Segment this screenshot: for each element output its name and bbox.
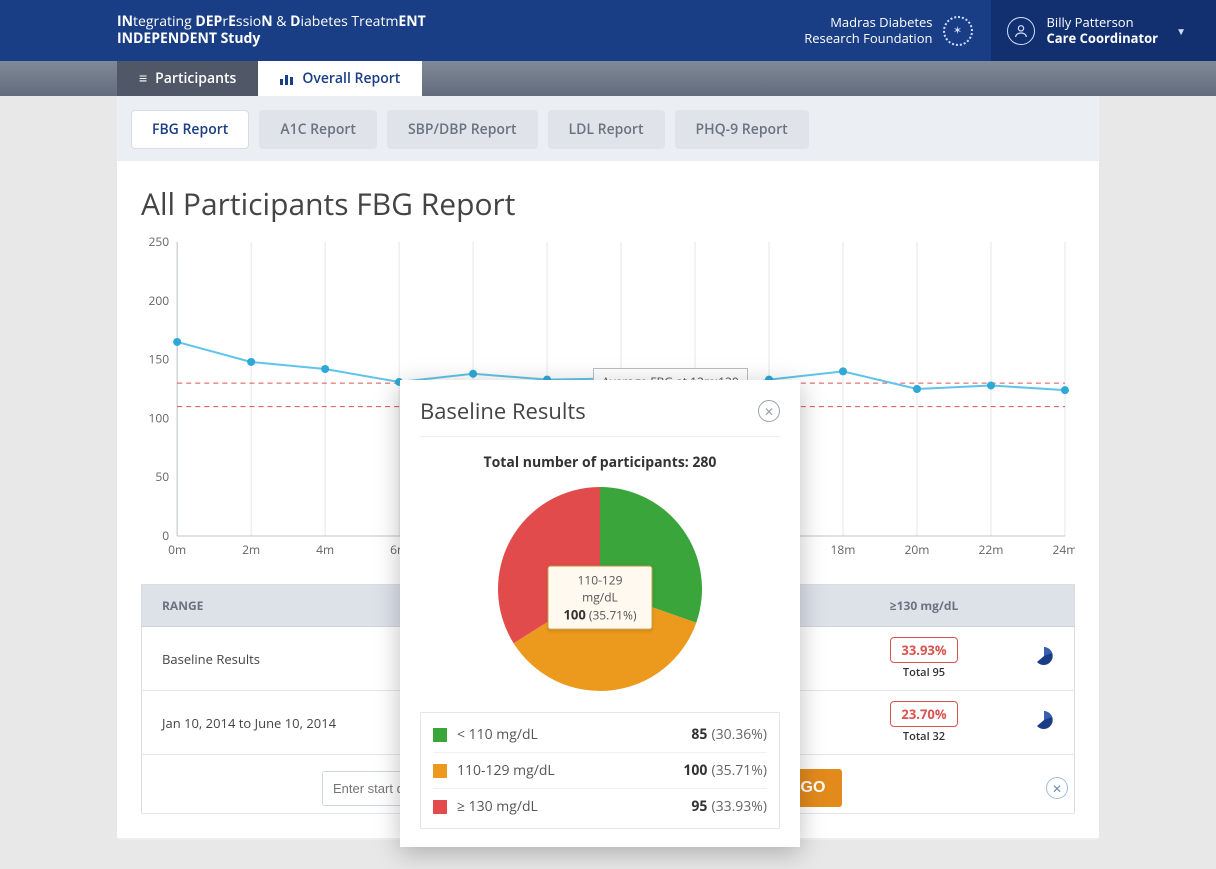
baseline-modal: Baseline Results ✕ Total number of parti… [400,380,800,847]
tab-overall-label: Overall Report [302,69,400,88]
report-subtabs: FBG Report A1C Report SBP/DBP Report LDL… [117,96,1099,161]
header-bar: INtegrating DEPrEssioN & Diabetes Treatm… [0,0,1216,61]
modal-title: Baseline Results [420,396,758,426]
svg-text:2m: 2m [242,541,260,558]
legend-label: 110-129 mg/dL [457,761,683,780]
chevron-down-icon: ▼ [1176,24,1186,38]
legend-label: < 110 mg/dL [457,725,691,744]
legend-pct: (35.71%) [711,761,767,780]
pie-chart-icon[interactable] [1034,709,1054,736]
svg-text:4m: 4m [316,541,334,558]
user-text: Billy Patterson Care Coordinator [1047,15,1159,46]
th-actions [1014,585,1075,627]
pie-tip-pct: (35.71%) [589,607,637,624]
tab-participants[interactable]: ≡ Participants [117,61,258,96]
tab-overall-report[interactable]: Overall Report [258,61,422,96]
pie-chart: 110-129 mg/dL 100 (35.71%) [495,484,705,694]
clear-date-button[interactable]: ✕ [1046,777,1068,799]
pie-tooltip: 110-129 mg/dL 100 (35.71%) [548,566,653,630]
svg-text:100: 100 [148,409,169,426]
svg-text:150: 150 [148,351,169,368]
legend-pct: (30.36%) [711,725,767,744]
subtab-ldl[interactable]: LDL Report [548,110,665,149]
pie-legend: < 110 mg/dL 85 (30.36%) 110-129 mg/dL 10… [420,712,780,829]
svg-text:200: 200 [148,292,169,309]
legend-count: 95 [691,797,707,816]
page-title: All Participants FBG Report [141,183,1075,224]
nav-strip: ≡ Participants Overall Report [0,61,1216,96]
legend-swatch [433,800,447,814]
svg-text:250: 250 [148,236,169,250]
legend-item: 110-129 mg/dL 100 (35.71%) [433,753,767,789]
total-text: Total 32 [854,729,994,744]
subtab-phq9[interactable]: PHQ-9 Report [675,110,809,149]
svg-text:18m: 18m [831,541,856,558]
subtab-sbpdbp[interactable]: SBP/DBP Report [387,110,538,149]
org-line2: Research Foundation [804,31,932,47]
org-name: Madras Diabetes Research Foundation [804,15,942,46]
pct-badge: 23.70% [890,701,957,727]
legend-swatch [433,764,447,778]
brand-line1: INtegrating DEPrEssioN & Diabetes Treatm… [117,14,426,31]
user-icon [1007,17,1035,45]
modal-close-button[interactable]: ✕ [758,400,780,422]
tab-participants-label: Participants [155,69,236,88]
user-role: Care Coordinator [1047,31,1159,47]
pie-tip-value: 100 [563,606,585,624]
legend-pct: (33.93%) [711,797,767,816]
menu-icon: ≡ [139,69,147,88]
subtab-a1c[interactable]: A1C Report [259,110,377,149]
org-logo-icon: ✶ [943,16,973,46]
pie-chart-icon[interactable] [1034,645,1054,672]
row-value-cell: 23.70% Total 32 [834,691,1014,755]
legend-item: ≥ 130 mg/dL 95 (33.93%) [433,789,767,824]
legend-count: 100 [683,761,707,780]
svg-text:20m: 20m [905,541,930,558]
legend-label: ≥ 130 mg/dL [457,797,691,816]
modal-header: Baseline Results ✕ [420,396,780,437]
svg-text:0m: 0m [168,541,186,558]
legend-swatch [433,728,447,742]
th-ge130: ≥130 mg/dL [834,585,1014,627]
brand: INtegrating DEPrEssioN & Diabetes Treatm… [117,14,426,48]
bar-chart-icon [280,69,294,88]
user-menu[interactable]: Billy Patterson Care Coordinator ▼ [991,0,1216,61]
modal-subtitle: Total number of participants: 280 [420,453,780,472]
svg-text:22m: 22m [979,541,1004,558]
svg-text:50: 50 [155,468,169,485]
pct-badge: 33.93% [890,637,957,663]
legend-item: < 110 mg/dL 85 (30.36%) [433,717,767,753]
svg-text:24m: 24m [1052,541,1075,558]
pie-tip-label: 110-129 mg/dL [559,572,642,606]
subtab-fbg[interactable]: FBG Report [131,110,249,149]
legend-count: 85 [691,725,707,744]
brand-line2: INDEPENDENT Study [117,31,426,48]
total-text: Total 95 [854,665,994,680]
row-value-cell: 33.93% Total 95 [834,627,1014,691]
